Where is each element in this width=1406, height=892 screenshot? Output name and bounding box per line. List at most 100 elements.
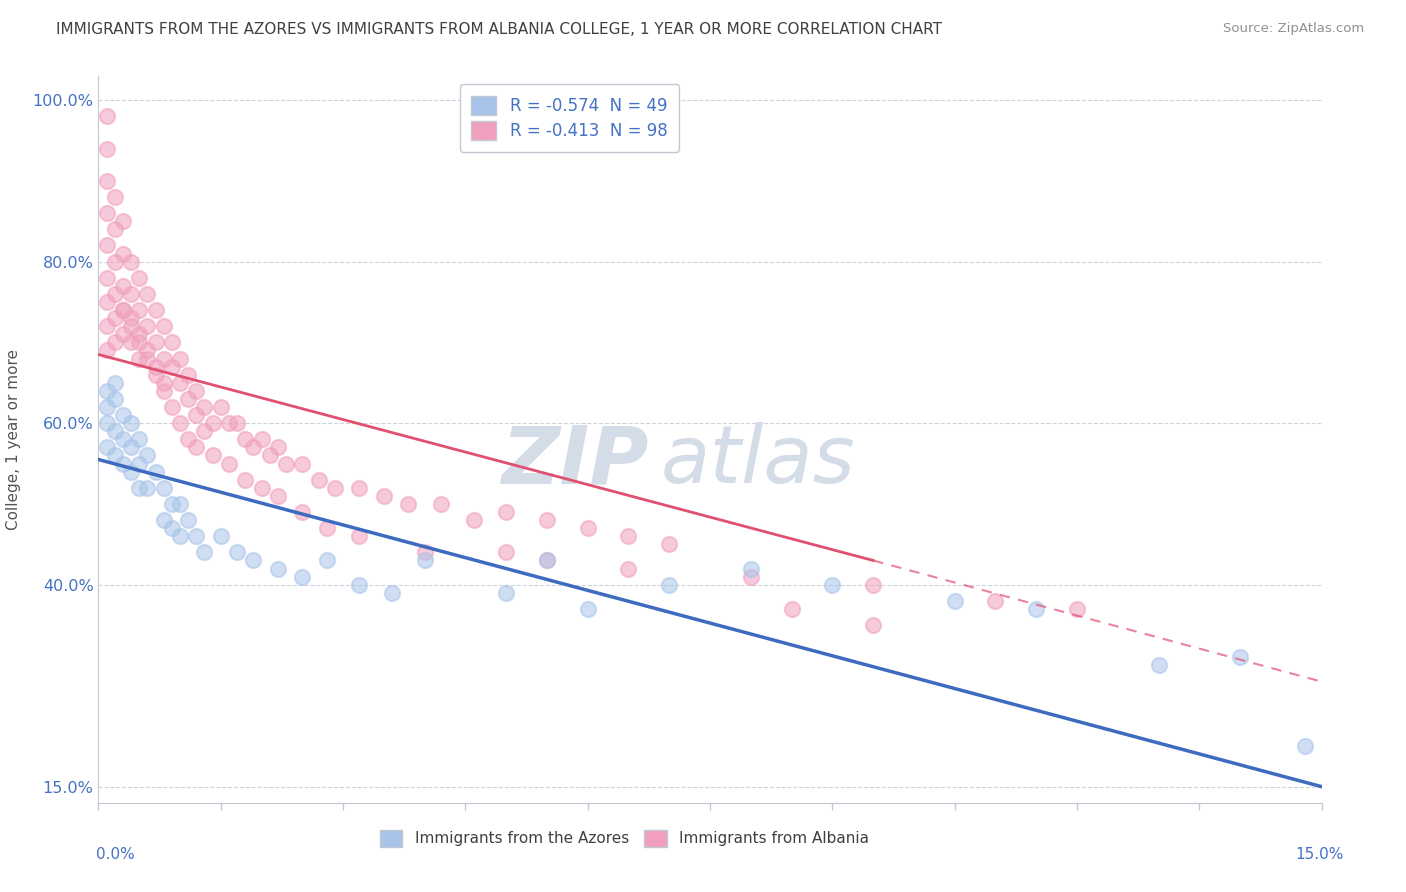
Point — [658, 578, 681, 592]
Point — [821, 578, 844, 592]
Point — [96, 416, 118, 430]
Point — [250, 481, 273, 495]
Point — [169, 376, 191, 390]
Point — [291, 457, 314, 471]
Point — [209, 529, 232, 543]
Point — [201, 449, 224, 463]
Text: 15.0%: 15.0% — [1296, 847, 1344, 862]
Point — [617, 529, 640, 543]
Point — [152, 319, 174, 334]
Point — [536, 553, 558, 567]
Point — [120, 311, 142, 326]
Point — [96, 343, 118, 358]
Point — [136, 351, 159, 366]
Point — [96, 206, 118, 220]
Point — [315, 521, 337, 535]
Point — [152, 376, 174, 390]
Point — [349, 481, 371, 495]
Point — [128, 481, 150, 495]
Text: IMMIGRANTS FROM THE AZORES VS IMMIGRANTS FROM ALBANIA COLLEGE, 1 YEAR OR MORE CO: IMMIGRANTS FROM THE AZORES VS IMMIGRANTS… — [56, 22, 942, 37]
Point — [658, 537, 681, 551]
Point — [349, 578, 371, 592]
Point — [96, 319, 118, 334]
Point — [152, 351, 174, 366]
Point — [177, 433, 200, 447]
Point — [169, 529, 191, 543]
Point — [349, 529, 371, 543]
Point — [111, 433, 134, 447]
Point — [242, 441, 264, 455]
Text: ZIP: ZIP — [502, 422, 648, 500]
Point — [128, 351, 150, 366]
Point — [128, 303, 150, 318]
Point — [104, 424, 127, 438]
Point — [104, 287, 127, 301]
Point — [218, 457, 240, 471]
Point — [104, 449, 127, 463]
Point — [186, 384, 208, 398]
Point — [136, 343, 159, 358]
Point — [186, 441, 208, 455]
Point — [111, 457, 134, 471]
Point — [128, 335, 150, 350]
Point — [209, 400, 232, 414]
Legend: Immigrants from the Azores, Immigrants from Albania: Immigrants from the Azores, Immigrants f… — [374, 823, 876, 854]
Point — [169, 416, 191, 430]
Text: atlas: atlas — [661, 422, 856, 500]
Point — [740, 561, 762, 575]
Point — [96, 109, 118, 123]
Point — [104, 376, 127, 390]
Point — [104, 311, 127, 326]
Point — [430, 497, 453, 511]
Point — [111, 214, 134, 228]
Text: Source: ZipAtlas.com: Source: ZipAtlas.com — [1223, 22, 1364, 36]
Point — [136, 481, 159, 495]
Point — [943, 594, 966, 608]
Point — [1025, 602, 1047, 616]
Point — [160, 335, 183, 350]
Point — [576, 521, 599, 535]
Text: 0.0%: 0.0% — [96, 847, 135, 862]
Point — [160, 497, 183, 511]
Point — [495, 545, 517, 559]
Point — [274, 457, 297, 471]
Point — [226, 545, 249, 559]
Point — [104, 190, 127, 204]
Point — [169, 351, 191, 366]
Point — [1294, 739, 1316, 754]
Point — [120, 254, 142, 268]
Point — [120, 319, 142, 334]
Point — [984, 594, 1007, 608]
Point — [96, 270, 118, 285]
Point — [1147, 658, 1170, 673]
Point — [267, 561, 290, 575]
Point — [96, 142, 118, 156]
Point — [250, 433, 273, 447]
Point — [152, 384, 174, 398]
Point — [145, 368, 167, 382]
Point — [381, 586, 404, 600]
Point — [111, 303, 134, 318]
Point — [111, 246, 134, 260]
Point — [495, 505, 517, 519]
Point — [193, 424, 215, 438]
Point — [463, 513, 485, 527]
Point — [536, 513, 558, 527]
Point — [186, 529, 208, 543]
Point — [96, 295, 118, 310]
Point — [96, 384, 118, 398]
Point — [193, 545, 215, 559]
Point — [111, 327, 134, 342]
Point — [1229, 650, 1251, 665]
Point — [145, 303, 167, 318]
Point — [120, 287, 142, 301]
Point — [177, 392, 200, 406]
Point — [120, 465, 142, 479]
Point — [104, 254, 127, 268]
Point — [96, 441, 118, 455]
Point — [104, 392, 127, 406]
Point — [120, 335, 142, 350]
Point — [576, 602, 599, 616]
Point — [413, 553, 436, 567]
Point — [323, 481, 346, 495]
